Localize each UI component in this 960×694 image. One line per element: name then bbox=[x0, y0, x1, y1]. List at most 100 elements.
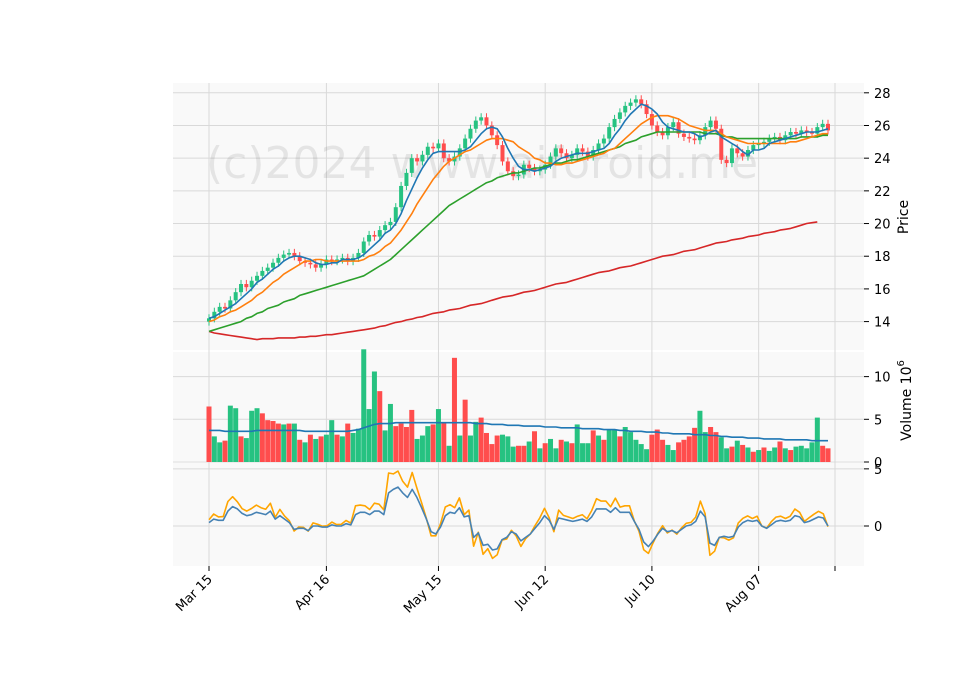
volume-bar bbox=[291, 423, 297, 462]
x-tick-label: Jul 10 bbox=[622, 572, 659, 609]
volume-axis-tick-label: 0 bbox=[874, 456, 882, 471]
volume-bar bbox=[265, 420, 271, 462]
candle-body bbox=[276, 257, 281, 263]
volume-bar bbox=[798, 445, 804, 462]
volume-bar bbox=[745, 447, 751, 462]
volume-bar bbox=[622, 426, 628, 462]
candle-body bbox=[692, 138, 697, 141]
volume-bar bbox=[809, 442, 815, 462]
volume-bar bbox=[756, 450, 762, 462]
volume-bar bbox=[676, 442, 682, 462]
candle-body bbox=[479, 117, 484, 121]
candle-body bbox=[415, 158, 420, 162]
x-tick-label: Mar 15 bbox=[173, 572, 216, 615]
x-tick-label: Apr 16 bbox=[292, 572, 333, 613]
volume-bar bbox=[414, 438, 420, 462]
volume-bar bbox=[430, 424, 436, 462]
candle-body bbox=[505, 161, 510, 172]
volume-bar bbox=[206, 406, 212, 462]
candle-body bbox=[767, 138, 772, 142]
candle-body bbox=[751, 145, 756, 150]
candle-body bbox=[340, 257, 345, 260]
x-tick-label: Aug 07 bbox=[722, 572, 765, 615]
candle-body bbox=[633, 99, 638, 103]
volume-bar bbox=[537, 448, 543, 462]
candle-body bbox=[244, 284, 249, 288]
volume-bar bbox=[670, 450, 676, 462]
candle-body bbox=[436, 143, 441, 149]
volume-bar bbox=[339, 436, 345, 462]
candle-body bbox=[575, 148, 580, 155]
candle-body bbox=[820, 123, 825, 128]
volume-bar bbox=[211, 436, 217, 462]
volume-bar bbox=[521, 445, 527, 462]
price-axis-tick-label: 16 bbox=[874, 283, 891, 298]
candle-body bbox=[484, 117, 489, 126]
volume-bar bbox=[457, 435, 463, 462]
volume-bar bbox=[724, 448, 730, 462]
candle-body bbox=[239, 284, 244, 293]
candle-body bbox=[377, 230, 382, 237]
volume-bar bbox=[462, 399, 468, 462]
price-axis-tick-label: 28 bbox=[874, 87, 891, 102]
volume-bar bbox=[366, 409, 372, 462]
candle-body bbox=[468, 128, 473, 139]
candlesticks bbox=[207, 95, 830, 326]
volume-bar bbox=[286, 423, 292, 462]
oscillator-fast-line bbox=[208, 486, 829, 551]
volume-bar bbox=[281, 424, 287, 462]
candle-body bbox=[319, 264, 324, 268]
volume-bar bbox=[387, 403, 393, 462]
candle-body bbox=[601, 138, 606, 144]
volume-bar bbox=[558, 439, 564, 462]
volume-bar bbox=[617, 436, 623, 462]
volume-bar bbox=[505, 436, 511, 462]
candle-body bbox=[217, 306, 222, 312]
candle-body bbox=[713, 120, 718, 129]
volume-bar bbox=[633, 439, 639, 462]
volume-bar bbox=[318, 436, 324, 462]
candle-body bbox=[489, 125, 494, 136]
volume-bar bbox=[419, 435, 425, 462]
candle-body bbox=[271, 262, 276, 268]
candle-body bbox=[255, 275, 260, 281]
volume-bar bbox=[350, 432, 356, 462]
volume-bar bbox=[729, 446, 735, 462]
candle-body bbox=[420, 154, 425, 162]
candle-body bbox=[388, 221, 393, 226]
volume-bar bbox=[377, 391, 383, 462]
candle-body bbox=[372, 234, 377, 237]
candle-body bbox=[809, 132, 814, 134]
candle-body bbox=[644, 104, 649, 115]
candle-body bbox=[527, 164, 532, 168]
candle-body bbox=[761, 141, 766, 144]
candle-body bbox=[249, 280, 254, 288]
volume-bar bbox=[681, 439, 687, 462]
volume-bar bbox=[259, 413, 265, 462]
candle-body bbox=[543, 164, 548, 170]
volume-bar bbox=[499, 434, 505, 462]
volume-bar bbox=[606, 429, 612, 462]
volume-bar bbox=[243, 438, 249, 462]
volume-bar bbox=[249, 410, 255, 462]
candle-body bbox=[708, 120, 713, 128]
candle-body bbox=[297, 256, 302, 262]
candle-body bbox=[265, 267, 270, 271]
volume-bar bbox=[441, 422, 447, 462]
candle-body bbox=[228, 300, 233, 309]
volume-bar bbox=[601, 439, 607, 462]
candle-body bbox=[324, 259, 329, 265]
volume-bar bbox=[516, 445, 521, 462]
candle-body bbox=[655, 125, 660, 133]
volume-bar bbox=[334, 434, 340, 462]
candle-body bbox=[281, 254, 286, 258]
volume-bar bbox=[734, 440, 740, 462]
candle-body bbox=[724, 159, 729, 164]
candle-body bbox=[788, 132, 793, 136]
volume-bar bbox=[585, 443, 591, 462]
volume-bar bbox=[686, 436, 692, 462]
volume-axis-exponent: 6 bbox=[896, 360, 907, 366]
volume-bar bbox=[222, 440, 228, 462]
